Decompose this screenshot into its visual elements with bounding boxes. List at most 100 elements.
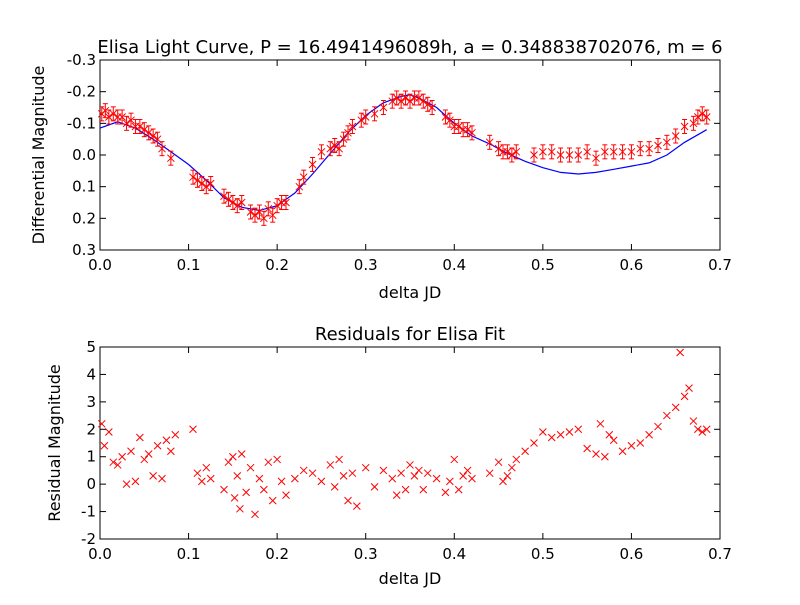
residual-point: [415, 466, 423, 475]
x-marker-stroke: [463, 466, 472, 475]
x-marker-stroke: [153, 135, 162, 144]
residual-point: [109, 458, 118, 467]
x-marker-stroke: [330, 141, 339, 150]
x-marker-stroke: [236, 504, 244, 513]
residual-point: [260, 485, 268, 494]
x-marker-stroke: [273, 455, 281, 464]
light-curve-y-axis-label: Differential Magnitude: [29, 66, 48, 245]
observation-point: [601, 144, 609, 160]
residual-point: [410, 472, 419, 480]
x-marker-stroke: [122, 119, 131, 128]
observation-point: [361, 109, 370, 125]
x-marker-stroke: [379, 103, 388, 112]
x-marker-stroke: [335, 455, 343, 464]
residual-point: [397, 469, 405, 478]
observation-point: [140, 122, 149, 138]
x-marker-stroke: [663, 138, 671, 147]
x-marker-stroke: [167, 154, 175, 163]
x-marker-stroke: [415, 94, 423, 102]
x-marker-stroke: [547, 433, 556, 442]
observation-point: [446, 112, 454, 128]
x-marker-stroke: [118, 452, 126, 461]
x-marker-stroke: [370, 109, 379, 118]
observations-layer: [97, 90, 711, 226]
residual-point: [167, 447, 175, 456]
observation-point: [671, 128, 680, 144]
x-marker-stroke: [618, 147, 627, 156]
x-marker-stroke: [485, 138, 494, 147]
residual-point: [206, 474, 215, 483]
x-marker-stroke: [153, 441, 162, 450]
y-tick-layer: -0.3 -0.2 -0.1 0.0 0.1 0.2 0.3: [67, 51, 720, 259]
x-marker-stroke: [609, 436, 618, 445]
x-marker-stroke: [193, 176, 202, 185]
residual-point: [202, 463, 211, 472]
residual-point: [246, 463, 255, 472]
x-marker-stroke: [547, 147, 556, 156]
residual-point: [419, 485, 428, 494]
y-tick-label: 4: [86, 365, 96, 383]
x-marker-stroke: [698, 109, 707, 118]
x-marker-stroke: [291, 474, 299, 483]
x-marker-stroke: [237, 450, 246, 458]
residual-point: [618, 447, 627, 456]
residual-point: [556, 430, 565, 439]
x-marker-stroke: [530, 151, 538, 159]
residual-point: [149, 472, 157, 480]
x-marker-stroke: [326, 144, 335, 153]
observation-point: [583, 144, 591, 160]
x-marker-stroke: [401, 485, 410, 494]
x-marker-stroke: [397, 469, 405, 478]
residual-point: [136, 433, 144, 442]
x-marker-stroke: [158, 144, 166, 153]
x-marker-stroke: [220, 485, 228, 494]
x-marker-stroke: [694, 425, 702, 434]
residual-point: [645, 430, 653, 439]
residual-point: [574, 425, 583, 434]
observation-point: [609, 144, 618, 160]
residual-point: [685, 384, 693, 392]
x-marker-stroke: [255, 208, 264, 216]
x-marker-stroke: [251, 510, 259, 519]
residual-point: [236, 504, 244, 513]
x-tick-label: 0.0: [88, 256, 112, 274]
x-marker-stroke: [105, 113, 113, 121]
observation-point: [326, 141, 335, 157]
observation-point: [127, 112, 135, 128]
x-marker-stroke: [392, 94, 401, 102]
residual-point: [680, 392, 689, 401]
x-marker-stroke: [264, 458, 273, 467]
residual-point: [344, 496, 352, 505]
residuals-title: Residuals for Elisa Fit: [315, 324, 505, 345]
observation-point: [485, 134, 494, 150]
x-marker-stroke: [198, 179, 206, 188]
x-marker-stroke: [202, 182, 211, 191]
observation-point: [136, 119, 144, 134]
residual-point: [198, 477, 206, 486]
x-marker-stroke: [454, 122, 463, 131]
observation-point: [308, 157, 317, 172]
x-marker-stroke: [273, 201, 281, 210]
residuals-y-axis-label: Residual Magnitude: [45, 364, 64, 521]
residual-point: [158, 474, 166, 483]
x-marker-stroke: [339, 135, 348, 144]
observation-point: [330, 138, 339, 153]
observation-point: [494, 141, 503, 157]
x-marker-stroke: [348, 469, 357, 478]
x-marker-stroke: [230, 494, 239, 502]
residuals-layer: [97, 348, 711, 519]
x-marker-stroke: [379, 466, 388, 475]
residual-point: [317, 477, 326, 486]
observation-point: [654, 138, 662, 153]
observation-point: [251, 207, 259, 223]
observation-point: [592, 150, 600, 166]
residual-point: [255, 474, 264, 483]
residual-point: [277, 477, 286, 486]
residual-point: [494, 458, 503, 467]
observation-point: [406, 93, 414, 109]
observation-point: [237, 195, 246, 210]
observation-point: [317, 144, 326, 160]
observation-point: [233, 198, 242, 214]
x-marker-stroke: [432, 474, 441, 483]
observation-point: [122, 115, 131, 131]
